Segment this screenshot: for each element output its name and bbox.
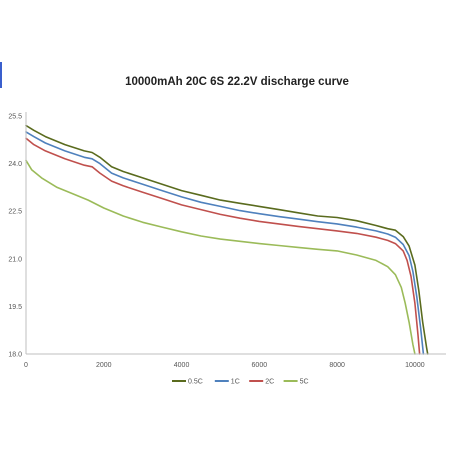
chart-title: 10000mAh 20C 6S 22.2V discharge curve (125, 76, 349, 88)
plot-area (25, 124, 429, 355)
y-tick-label: 25.5 (8, 114, 22, 121)
x-tick-label: 8000 (329, 362, 345, 369)
y-tick-label: 18.0 (8, 352, 22, 359)
x-tick-label: 4000 (174, 362, 190, 369)
series-line-2c (25, 137, 421, 355)
legend-label-1c: 1C (231, 379, 240, 386)
x-tick-label: 0 (24, 362, 28, 369)
axes: 18.0 19.5 21.0 22.5 24.0 25.5 0 2000 4000 6000 800… (8, 112, 446, 369)
y-tick-label: 22.5 (8, 209, 22, 216)
legend-label-5c: 5C (300, 379, 309, 386)
legend: 0.5C 1C 2C 5C (172, 379, 309, 386)
legend-label-05c: 0.5C (188, 379, 203, 386)
x-tick-label: 10000 (405, 362, 425, 369)
series-line-1c (25, 131, 425, 355)
x-tick-label: 6000 (252, 362, 268, 369)
series-line-5c (25, 159, 416, 355)
window-edge-marker (0, 62, 2, 88)
y-tick-label: 21.0 (8, 256, 22, 263)
y-tick-label: 19.5 (8, 304, 22, 311)
legend-label-2c: 2C (265, 379, 274, 386)
x-tick-label: 2000 (96, 362, 112, 369)
y-tick-label: 24.0 (8, 161, 22, 168)
series-line-05c (25, 124, 429, 355)
